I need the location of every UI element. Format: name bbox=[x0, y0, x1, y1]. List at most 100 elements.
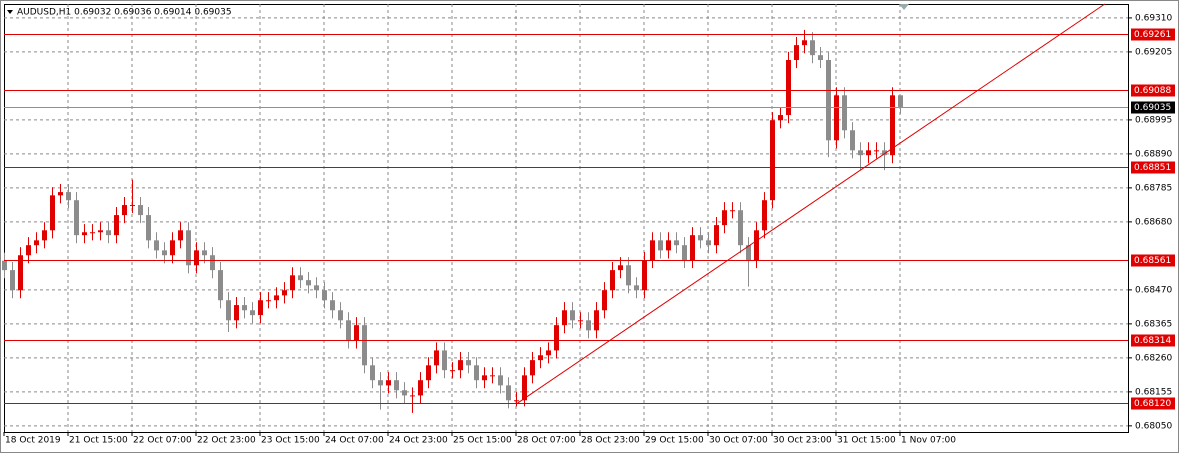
candle-body bbox=[610, 270, 615, 291]
candle-body bbox=[298, 275, 303, 281]
x-tick-label: 22 Oct 23:00 bbox=[197, 436, 256, 446]
candle-body bbox=[154, 240, 159, 251]
candle-body bbox=[778, 115, 783, 121]
candle-body bbox=[498, 375, 503, 386]
level-label-box bbox=[1131, 254, 1175, 267]
candle-body bbox=[450, 370, 455, 372]
candle-body bbox=[522, 375, 527, 401]
candle-body bbox=[810, 40, 815, 56]
candle-body bbox=[682, 245, 687, 261]
candle-body bbox=[314, 285, 319, 291]
candle-body bbox=[18, 255, 23, 291]
level-label-box bbox=[1131, 84, 1175, 97]
candle-body bbox=[754, 230, 759, 261]
candle-body bbox=[322, 290, 327, 301]
candle-body bbox=[674, 240, 679, 246]
candle-body bbox=[42, 230, 47, 241]
candle-body bbox=[146, 215, 151, 241]
candle-body bbox=[642, 260, 647, 291]
candle-body bbox=[658, 240, 663, 251]
level-label-box bbox=[1131, 334, 1175, 347]
x-tick-label: 22 Oct 07:00 bbox=[133, 436, 192, 446]
candle-body bbox=[74, 200, 79, 236]
y-tick-label: 0.69310 bbox=[1135, 13, 1172, 23]
level-label: 0.68561 bbox=[1134, 256, 1171, 266]
candle-body bbox=[650, 240, 655, 261]
x-tick-label: 21 Oct 15:00 bbox=[69, 436, 128, 446]
candle-body bbox=[338, 310, 343, 321]
candle-body bbox=[170, 240, 175, 256]
candle-body bbox=[562, 310, 567, 326]
level-label: 0.68120 bbox=[1134, 399, 1171, 409]
candle-body bbox=[746, 245, 751, 261]
candle-body bbox=[506, 385, 511, 401]
level-label: 0.68314 bbox=[1134, 336, 1171, 346]
candle-body bbox=[410, 395, 415, 397]
plot-frame bbox=[4, 4, 1129, 433]
y-tick-label: 0.68470 bbox=[1135, 285, 1172, 295]
candle-body bbox=[26, 245, 31, 256]
candle-body bbox=[162, 250, 167, 256]
level-label-box bbox=[1131, 28, 1175, 41]
x-tick-label: 1 Nov 07:00 bbox=[901, 436, 956, 446]
x-tick-label: 29 Oct 15:00 bbox=[645, 436, 704, 446]
trendline bbox=[515, 3, 1106, 405]
candle-body bbox=[730, 210, 735, 212]
candle-body bbox=[482, 375, 487, 381]
candle-body bbox=[698, 235, 703, 241]
candle-body bbox=[194, 250, 199, 266]
candle-body bbox=[378, 380, 383, 386]
candle-body bbox=[250, 310, 255, 316]
candle-body bbox=[850, 130, 855, 151]
candle-body bbox=[578, 320, 583, 322]
candle-body bbox=[402, 390, 407, 396]
candle-body bbox=[242, 305, 247, 311]
level-label: 0.69261 bbox=[1134, 30, 1171, 40]
candle-body bbox=[626, 265, 631, 286]
x-tick-label: 30 Oct 23:00 bbox=[773, 436, 832, 446]
candle-body bbox=[106, 230, 111, 236]
candle-body bbox=[234, 305, 239, 321]
menu-arrow[interactable] bbox=[7, 10, 13, 14]
candle-body bbox=[266, 300, 271, 302]
x-tick-label: 30 Oct 07:00 bbox=[709, 436, 768, 446]
x-tick-label: 28 Oct 23:00 bbox=[581, 436, 640, 446]
candle-body bbox=[186, 230, 191, 266]
level-label: 0.69088 bbox=[1134, 86, 1171, 96]
candle-body bbox=[882, 150, 887, 156]
level-label: 0.68851 bbox=[1134, 163, 1171, 173]
candle-body bbox=[866, 150, 871, 156]
y-tick-label: 0.68890 bbox=[1135, 149, 1172, 159]
x-tick-label: 23 Oct 15:00 bbox=[261, 436, 320, 446]
candle-body bbox=[834, 95, 839, 141]
candle-body bbox=[586, 320, 591, 331]
x-tick-label: 18 Oct 2019 bbox=[5, 436, 61, 446]
candle-body bbox=[226, 300, 231, 321]
level-label-box bbox=[1131, 161, 1175, 174]
candle-body bbox=[282, 290, 287, 296]
y-tick-label: 0.68155 bbox=[1135, 387, 1172, 397]
candle-body bbox=[858, 150, 863, 156]
level-label-box bbox=[1131, 397, 1175, 410]
candle-body bbox=[2, 260, 7, 271]
candle-body bbox=[786, 60, 791, 116]
candle-body bbox=[330, 300, 335, 311]
current-price-label: 0.69035 bbox=[1134, 103, 1171, 113]
candle-body bbox=[50, 195, 55, 231]
candle-body bbox=[714, 225, 719, 246]
candle-body bbox=[602, 290, 607, 311]
candle-body bbox=[762, 200, 767, 231]
candle-body bbox=[666, 240, 671, 251]
candle-body bbox=[618, 265, 623, 271]
candle-body bbox=[898, 95, 903, 107]
y-tick-label: 0.69205 bbox=[1135, 47, 1172, 57]
candle-body bbox=[842, 95, 847, 131]
candle-body bbox=[178, 230, 183, 241]
candle-body bbox=[418, 380, 423, 396]
x-tick-label: 24 Oct 23:00 bbox=[389, 436, 448, 446]
shift-marker bbox=[899, 4, 909, 10]
candle-body bbox=[66, 192, 71, 201]
